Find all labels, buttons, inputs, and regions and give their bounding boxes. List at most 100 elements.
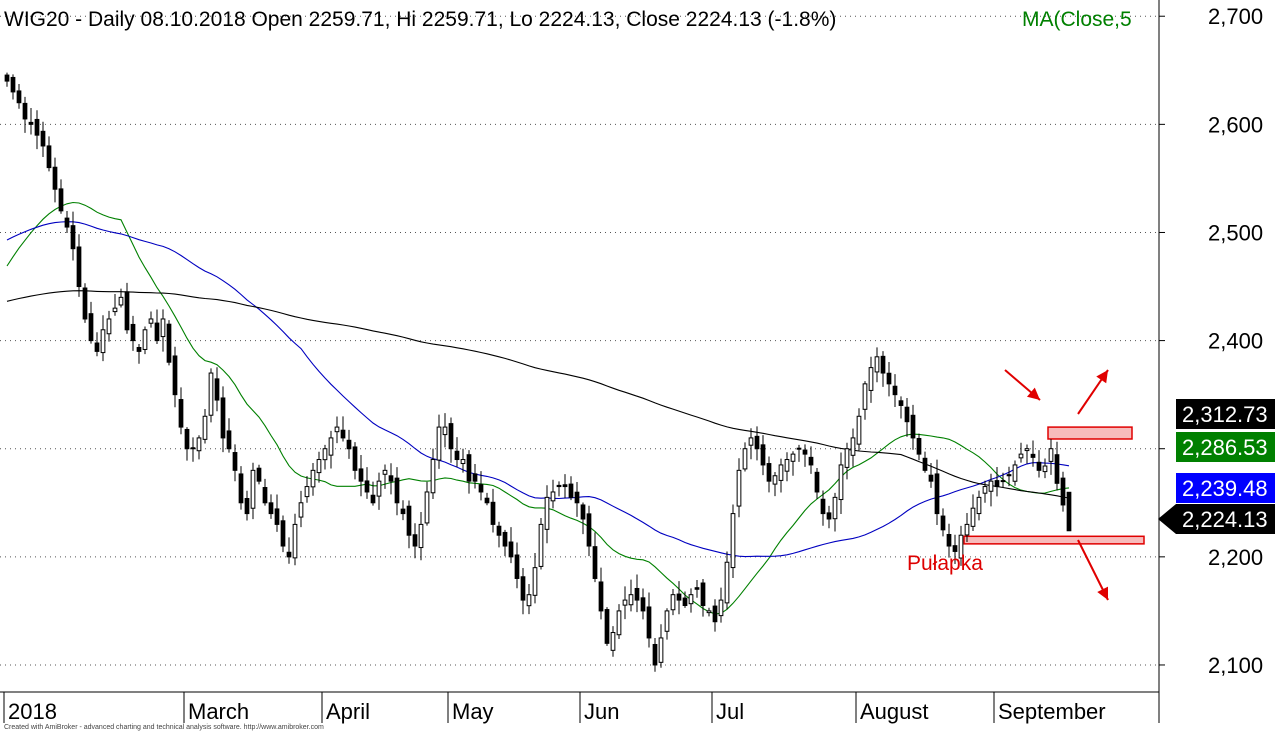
candle-body xyxy=(316,459,322,474)
candle-body xyxy=(784,459,790,472)
candle-body xyxy=(94,342,100,352)
candle-body xyxy=(442,426,448,436)
candle-body xyxy=(814,471,820,493)
candle-body xyxy=(622,599,628,606)
candle-body xyxy=(100,329,106,354)
candle-body xyxy=(496,525,502,536)
candle-body xyxy=(562,484,568,488)
candle-body xyxy=(46,145,52,169)
candle-body xyxy=(910,414,916,439)
candle-body xyxy=(1066,491,1072,532)
candle-body xyxy=(424,491,430,524)
candle-body xyxy=(520,576,526,601)
candle-body xyxy=(892,385,898,396)
candle-body xyxy=(508,541,514,558)
candle-body xyxy=(142,329,148,350)
candle-body xyxy=(700,582,706,607)
candle-body xyxy=(466,454,472,482)
candle-body xyxy=(742,448,748,470)
x-tick-label: August xyxy=(860,699,929,724)
badge-bg xyxy=(1176,504,1275,534)
candle-body xyxy=(802,449,808,455)
candle-body xyxy=(988,480,994,492)
candle-body xyxy=(310,469,316,488)
candle-body xyxy=(976,496,982,515)
candle-body xyxy=(880,355,886,374)
support-zone xyxy=(963,535,1145,545)
candle-body xyxy=(376,480,382,497)
candle-body xyxy=(688,594,694,605)
candle-body xyxy=(526,594,532,607)
candle-body xyxy=(538,523,544,567)
candle-body xyxy=(130,323,136,342)
candle-body xyxy=(610,632,616,651)
candle-body xyxy=(52,166,58,190)
candle-body xyxy=(196,437,202,452)
candle-body xyxy=(592,546,598,579)
annotation-zones xyxy=(963,426,1145,545)
candle-body xyxy=(172,355,178,396)
candle-body xyxy=(190,447,196,450)
candle-body xyxy=(766,463,772,482)
candle-body xyxy=(670,594,676,611)
candle-body xyxy=(40,130,46,147)
candle-body xyxy=(640,597,646,612)
candle-body xyxy=(184,428,190,450)
candle-body xyxy=(292,523,298,559)
candle-body xyxy=(112,307,118,313)
candle-body xyxy=(274,508,280,525)
candle-body xyxy=(1024,448,1030,452)
candle-body xyxy=(706,610,712,614)
candle-body xyxy=(214,378,220,401)
candle-body xyxy=(232,452,238,471)
candle-body xyxy=(154,322,160,342)
candle-body xyxy=(280,520,286,547)
candle-body xyxy=(820,498,826,515)
y-tick-label: 2,200 xyxy=(1208,545,1263,570)
candle-body xyxy=(1012,464,1018,482)
candle-body xyxy=(490,501,496,525)
candle-body xyxy=(352,446,358,471)
candle-body xyxy=(118,296,124,306)
badge-bg xyxy=(1176,473,1275,503)
last-value-badges: 2,312.73 2,286.53 2,239.48 2,224.13 xyxy=(1158,399,1275,534)
candle-body xyxy=(394,477,400,504)
candle-body xyxy=(664,610,670,632)
candle-body xyxy=(244,498,250,515)
y-tick-label: 2,600 xyxy=(1208,112,1263,137)
candle-body xyxy=(982,486,988,494)
candle-body xyxy=(1036,461,1042,471)
candle-body xyxy=(946,534,952,547)
candle-body xyxy=(604,609,610,644)
candle-body xyxy=(430,459,436,494)
candle-body xyxy=(682,597,688,607)
candle-body xyxy=(568,483,574,498)
candle-body xyxy=(202,415,208,440)
candle-body xyxy=(952,545,958,552)
candle-body xyxy=(718,599,724,617)
x-tick-label: March xyxy=(188,699,249,724)
candle-body xyxy=(16,90,22,104)
candle-body xyxy=(328,437,334,456)
badge-label: 2,224.13 xyxy=(1182,507,1268,532)
candle-body xyxy=(826,512,832,520)
candle-body xyxy=(544,496,550,530)
candle-body xyxy=(628,594,634,606)
candle-body xyxy=(160,318,166,338)
x-tick-label: Jul xyxy=(716,699,744,724)
candle-body xyxy=(166,323,172,363)
candle-body xyxy=(574,491,580,504)
candle-body xyxy=(580,504,586,520)
candle-body xyxy=(586,513,592,547)
candle-body xyxy=(70,225,76,250)
candle-body xyxy=(1000,480,1006,483)
candle-body xyxy=(406,505,412,536)
candle-body xyxy=(958,534,964,559)
y-tick-label: 2,100 xyxy=(1208,653,1263,678)
candle-body xyxy=(1048,448,1054,462)
candle-body xyxy=(898,400,904,406)
x-tick-label: April xyxy=(326,699,370,724)
candle-body xyxy=(34,118,40,136)
candle-body xyxy=(364,480,370,493)
